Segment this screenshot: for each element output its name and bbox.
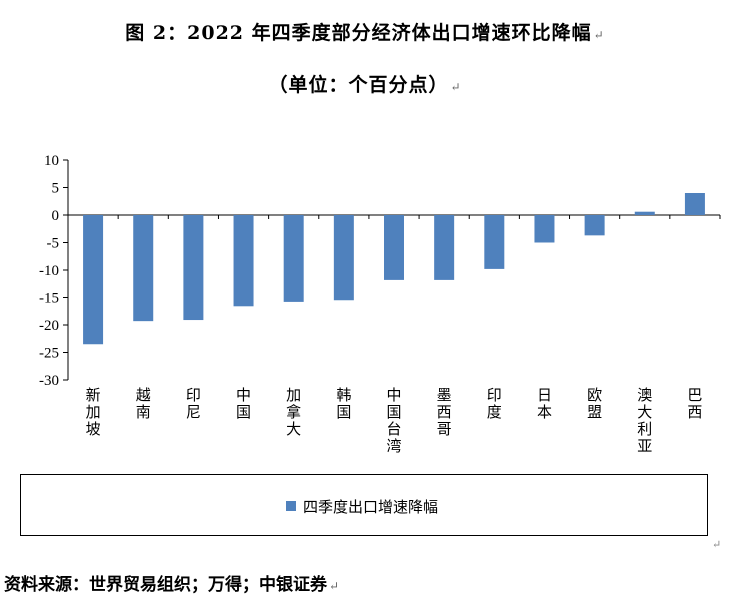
chart-subtitle-text: （单位：个百分点） bbox=[268, 74, 449, 96]
bar bbox=[283, 215, 304, 302]
x-tick-label: 加拿大 bbox=[286, 386, 301, 438]
x-tick-label: 韩国 bbox=[336, 386, 351, 421]
bar bbox=[133, 215, 154, 322]
x-tick-label: 中国台湾 bbox=[386, 386, 401, 455]
bar bbox=[83, 215, 104, 345]
bar bbox=[684, 193, 705, 215]
bar bbox=[434, 215, 455, 280]
y-axis-ticks: 10 5 0 -5 -10 -15 -20 -25 -30 bbox=[39, 153, 68, 389]
bar bbox=[484, 215, 505, 269]
y-tick-label: -15 bbox=[39, 291, 59, 307]
y-tick-label: -20 bbox=[39, 318, 59, 334]
bar bbox=[384, 215, 404, 280]
x-tick-label: 日本 bbox=[537, 386, 552, 421]
source-note: 资料来源：世界贸易组织；万得；中银证券 ↵ bbox=[4, 570, 339, 595]
x-tick-label: 墨西哥 bbox=[437, 386, 452, 438]
legend-label: 四季度出口增速降幅 bbox=[303, 498, 439, 516]
bar bbox=[183, 215, 204, 321]
x-tick-label: 中国 bbox=[236, 386, 251, 421]
chart-bars bbox=[83, 193, 705, 345]
x-tick-label: 新加坡 bbox=[86, 386, 101, 438]
chart-title-text: 图 2：2022 年四季度部分经济体出口增速环比降幅 bbox=[125, 22, 592, 44]
x-tick-label: 印尼 bbox=[186, 386, 201, 421]
x-tick-label: 澳大利亚 bbox=[637, 386, 652, 455]
x-tick-label: 欧盟 bbox=[587, 386, 602, 421]
bar bbox=[534, 215, 555, 243]
bar bbox=[634, 211, 655, 215]
paragraph-mark-icon: ↵ bbox=[329, 579, 340, 593]
legend-swatch bbox=[286, 501, 296, 511]
bar bbox=[584, 215, 605, 236]
y-tick-label: 5 bbox=[52, 181, 60, 197]
y-tick-label: -5 bbox=[47, 236, 60, 252]
bar bbox=[233, 215, 254, 307]
y-tick-label: 10 bbox=[44, 153, 59, 169]
y-tick-label: 0 bbox=[52, 208, 60, 224]
y-tick-label: -10 bbox=[39, 263, 59, 279]
legend: 四季度出口增速降幅 bbox=[20, 474, 708, 536]
y-tick-label: -30 bbox=[39, 373, 59, 389]
source-text: 资料来源：世界贸易组织；万得；中银证券 bbox=[4, 575, 327, 595]
paragraph-mark-icon: ↵ bbox=[712, 538, 722, 551]
x-tick-label: 印度 bbox=[487, 386, 502, 421]
bar bbox=[333, 215, 354, 301]
y-tick-label: -25 bbox=[39, 346, 59, 362]
paragraph-mark-icon: ↵ bbox=[593, 28, 605, 42]
paragraph-mark-icon: ↵ bbox=[450, 80, 462, 94]
x-tick-label: 巴西 bbox=[687, 386, 702, 421]
chart-subtitle: （单位：个百分点） ↵ bbox=[0, 70, 730, 97]
x-tick-label: 越南 bbox=[136, 386, 151, 421]
chart-title: 图 2：2022 年四季度部分经济体出口增速环比降幅 ↵ bbox=[0, 18, 730, 45]
